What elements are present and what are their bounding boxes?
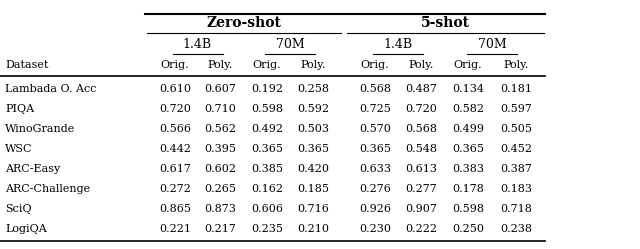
Text: 0.395: 0.395: [204, 144, 236, 154]
Text: 0.503: 0.503: [297, 124, 329, 134]
Text: 0.365: 0.365: [452, 144, 484, 154]
Text: 0.230: 0.230: [359, 224, 391, 234]
Text: 0.613: 0.613: [405, 164, 437, 174]
Text: 5-shot: 5-shot: [421, 16, 470, 30]
Text: 0.570: 0.570: [359, 124, 391, 134]
Text: 0.222: 0.222: [405, 224, 437, 234]
Text: Orig.: Orig.: [454, 60, 483, 70]
Text: 0.181: 0.181: [500, 84, 532, 94]
Text: ARC-Challenge: ARC-Challenge: [5, 184, 90, 194]
Text: 0.487: 0.487: [405, 84, 437, 94]
Text: Orig.: Orig.: [253, 60, 282, 70]
Text: 0.210: 0.210: [297, 224, 329, 234]
Text: 0.492: 0.492: [251, 124, 283, 134]
Text: Dataset: Dataset: [5, 60, 49, 70]
Text: Poly.: Poly.: [503, 60, 529, 70]
Text: 0.865: 0.865: [159, 204, 191, 214]
Text: 0.617: 0.617: [159, 164, 191, 174]
Text: 0.582: 0.582: [452, 104, 484, 114]
Text: 0.926: 0.926: [359, 204, 391, 214]
Text: 70M: 70M: [276, 38, 305, 51]
Text: 0.597: 0.597: [500, 104, 532, 114]
Text: Poly.: Poly.: [408, 60, 434, 70]
Text: 0.718: 0.718: [500, 204, 532, 214]
Text: 0.385: 0.385: [251, 164, 283, 174]
Text: Zero-shot: Zero-shot: [207, 16, 282, 30]
Text: Poly.: Poly.: [207, 60, 233, 70]
Text: 0.548: 0.548: [405, 144, 437, 154]
Text: 0.568: 0.568: [359, 84, 391, 94]
Text: 0.716: 0.716: [297, 204, 329, 214]
Text: 0.276: 0.276: [359, 184, 391, 194]
Text: 0.598: 0.598: [251, 104, 283, 114]
Text: 0.710: 0.710: [204, 104, 236, 114]
Text: Lambada O. Acc: Lambada O. Acc: [5, 84, 97, 94]
Text: 0.633: 0.633: [359, 164, 391, 174]
Text: 0.873: 0.873: [204, 204, 236, 214]
Text: 0.365: 0.365: [297, 144, 329, 154]
Text: 0.221: 0.221: [159, 224, 191, 234]
Text: 0.183: 0.183: [500, 184, 532, 194]
Text: 1.4B: 1.4B: [383, 38, 413, 51]
Text: 0.134: 0.134: [452, 84, 484, 94]
Text: ARC-Easy: ARC-Easy: [5, 164, 60, 174]
Text: 0.442: 0.442: [159, 144, 191, 154]
Text: 70M: 70M: [477, 38, 506, 51]
Text: 0.598: 0.598: [452, 204, 484, 214]
Text: 0.185: 0.185: [297, 184, 329, 194]
Text: 0.606: 0.606: [251, 204, 283, 214]
Text: WinoGrande: WinoGrande: [5, 124, 76, 134]
Text: 0.610: 0.610: [159, 84, 191, 94]
Text: WSC: WSC: [5, 144, 33, 154]
Text: 0.592: 0.592: [297, 104, 329, 114]
Text: 0.562: 0.562: [204, 124, 236, 134]
Text: 0.505: 0.505: [500, 124, 532, 134]
Text: 0.725: 0.725: [359, 104, 391, 114]
Text: SciQ: SciQ: [5, 204, 31, 214]
Text: 0.235: 0.235: [251, 224, 283, 234]
Text: 1.4B: 1.4B: [183, 38, 212, 51]
Text: 0.566: 0.566: [159, 124, 191, 134]
Text: 0.568: 0.568: [405, 124, 437, 134]
Text: 0.178: 0.178: [452, 184, 484, 194]
Text: 0.452: 0.452: [500, 144, 532, 154]
Text: 0.607: 0.607: [204, 84, 236, 94]
Text: 0.499: 0.499: [452, 124, 484, 134]
Text: 0.250: 0.250: [452, 224, 484, 234]
Text: 0.277: 0.277: [405, 184, 437, 194]
Text: Orig.: Orig.: [161, 60, 189, 70]
Text: 0.907: 0.907: [405, 204, 437, 214]
Text: Poly.: Poly.: [300, 60, 326, 70]
Text: PIQA: PIQA: [5, 104, 34, 114]
Text: 0.383: 0.383: [452, 164, 484, 174]
Text: 0.387: 0.387: [500, 164, 532, 174]
Text: 0.162: 0.162: [251, 184, 283, 194]
Text: 0.265: 0.265: [204, 184, 236, 194]
Text: LogiQA: LogiQA: [5, 224, 47, 234]
Text: 0.258: 0.258: [297, 84, 329, 94]
Text: 0.420: 0.420: [297, 164, 329, 174]
Text: 0.272: 0.272: [159, 184, 191, 194]
Text: 0.217: 0.217: [204, 224, 236, 234]
Text: 0.365: 0.365: [359, 144, 391, 154]
Text: 0.720: 0.720: [159, 104, 191, 114]
Text: 0.365: 0.365: [251, 144, 283, 154]
Text: 0.602: 0.602: [204, 164, 236, 174]
Text: 0.238: 0.238: [500, 224, 532, 234]
Text: 0.720: 0.720: [405, 104, 437, 114]
Text: Orig.: Orig.: [361, 60, 389, 70]
Text: 0.192: 0.192: [251, 84, 283, 94]
